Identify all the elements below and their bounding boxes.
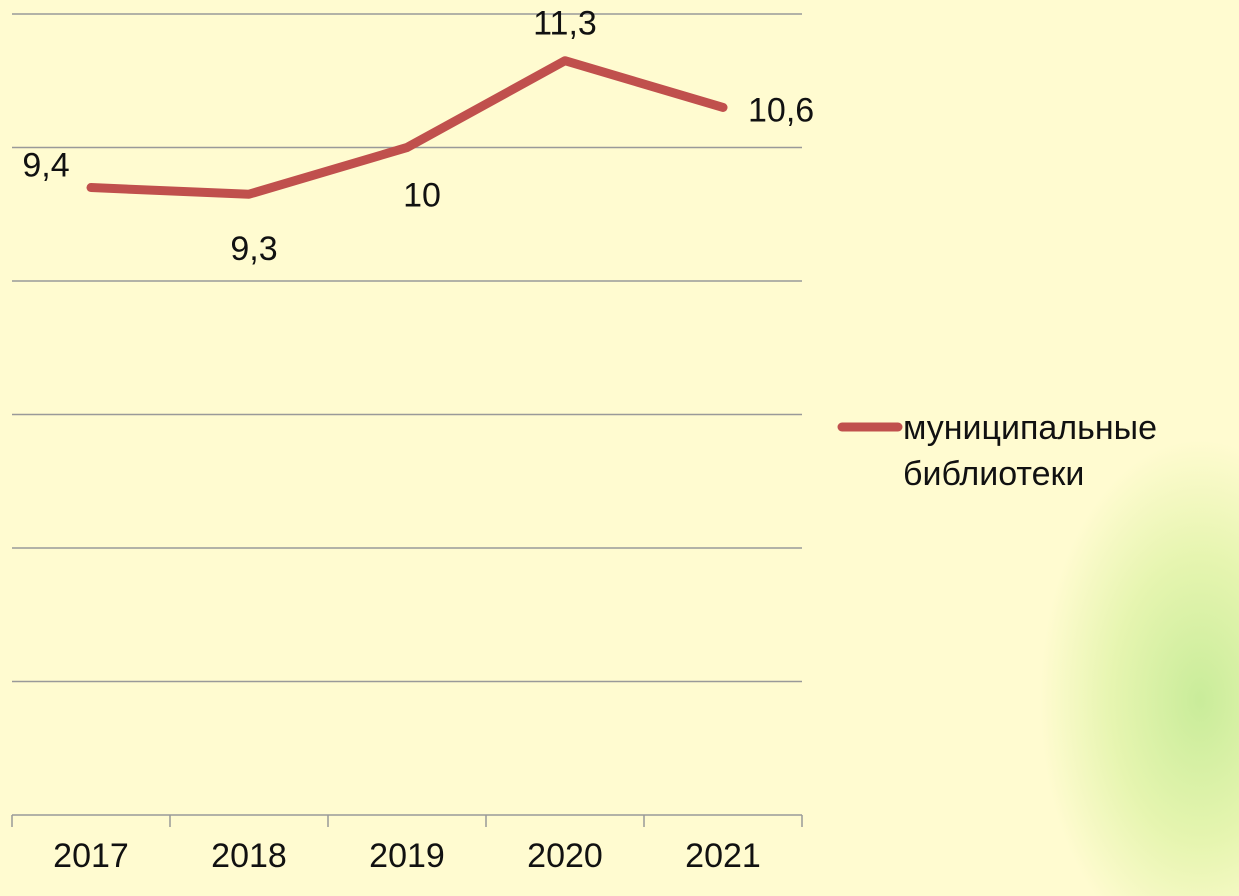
x-tick-label: 2019: [369, 837, 445, 875]
data-label: 10,6: [748, 91, 814, 129]
x-tick-label: 2021: [685, 837, 761, 875]
data-label: 9,3: [230, 230, 277, 268]
legend-label: муниципальные библиотеки: [903, 409, 1157, 493]
x-tick-label: 2020: [527, 837, 603, 875]
x-tick-label: 2018: [211, 837, 287, 875]
data-label: 11,3: [533, 5, 597, 43]
x-tick-label: 2017: [53, 837, 129, 875]
data-label: 10: [403, 176, 441, 214]
data-label: 9,4: [22, 147, 69, 185]
data-line: [86, 56, 728, 199]
